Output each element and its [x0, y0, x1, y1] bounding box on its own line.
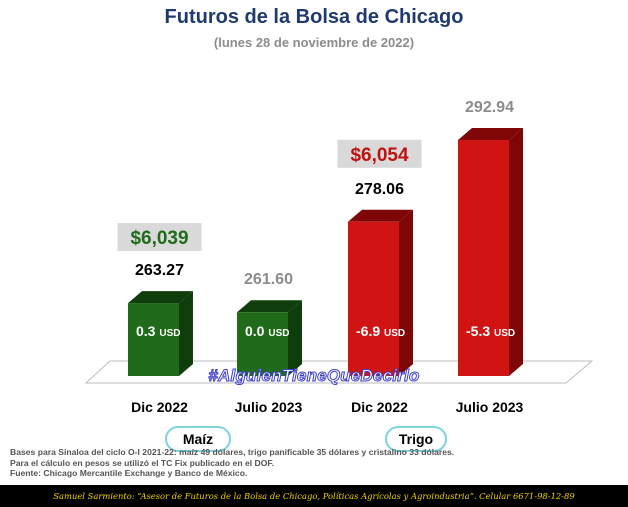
footnote-line: Fuente: Chicago Mercantile Exchange y Ba…: [10, 468, 248, 479]
bar-4: [458, 128, 523, 376]
bar-top: [348, 209, 413, 222]
footnote-line: Bases para Sinaloa del ciclo O-I 2021-22…: [10, 447, 455, 457]
value-label: 263.27: [135, 262, 184, 279]
bar-2: [237, 300, 302, 376]
bar-1: [128, 291, 193, 376]
hashtag-watermark: #AlguienTieneQueDecirlo: [208, 366, 420, 386]
category-label: Julio 2023: [235, 399, 303, 415]
bar-top: [128, 291, 193, 304]
price-box: [337, 139, 422, 168]
category-label: Dic 2022: [131, 399, 188, 415]
chart-title: Futuros de la Bolsa de Chicago: [164, 6, 464, 28]
bar-top: [458, 128, 523, 140]
footnote-line: Para el cálculo en pesos se utilizó el T…: [10, 457, 275, 468]
bar-side: [288, 300, 302, 376]
value-label: 292.94: [465, 99, 514, 116]
price-label: $6,039: [130, 228, 188, 249]
group-label-trigo: Trigo: [385, 426, 447, 452]
category-label: Julio 2023: [456, 399, 524, 415]
bar-top: [237, 300, 302, 313]
value-label: 278.06: [355, 181, 404, 198]
bar-change-label: 0.3 USD: [136, 323, 180, 339]
bar-change-label: -6.9 USD: [356, 323, 405, 339]
price-label: $6,054: [350, 145, 409, 166]
bar-side: [509, 128, 523, 376]
value-label: 261.60: [244, 271, 293, 288]
group-label-maiz: Maíz: [165, 426, 231, 452]
footnotes: Bases para Sinaloa del ciclo O-I 2021-22…: [10, 447, 454, 479]
bar-chart: 263.27 0.3 USD Dic 2022 261.60 0.0 USD Julio …: [84, 99, 594, 415]
bar-side: [399, 209, 413, 376]
bar-3: [348, 209, 413, 376]
bar-front: [458, 140, 509, 376]
chart-subtitle: (lunes 28 de noviembre de 2022): [213, 35, 415, 50]
bar-change-label: 0.0 USD: [245, 323, 289, 339]
bar-front: [128, 303, 179, 376]
category-label: Dic 2022: [351, 399, 408, 415]
bar-change-label: -5.3 USD: [466, 323, 515, 339]
price-box: [117, 223, 202, 252]
footer-credit: Samuel Sarmiento: “Asesor de Futuros de …: [0, 485, 628, 507]
bar-front: [348, 221, 399, 376]
bar-front: [237, 312, 288, 376]
bar-side: [179, 291, 193, 376]
